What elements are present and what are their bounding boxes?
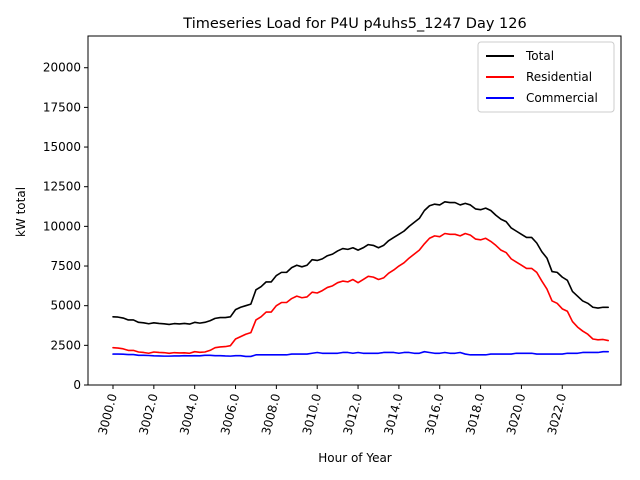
series-line-residential — [112, 232, 610, 355]
legend-label-total: Total — [525, 49, 554, 63]
x-axis-title: Hour of Year — [318, 451, 392, 465]
series-line-commercial — [112, 350, 610, 358]
legend-label-residential: Residential — [526, 70, 592, 84]
y-tick-label: 0 — [73, 378, 81, 392]
y-tick-label: 12500 — [43, 180, 81, 194]
y-tick-label: 20000 — [43, 61, 81, 75]
series-layer — [112, 200, 610, 358]
y-axis-title: kW total — [14, 187, 28, 237]
chart-title: Timeseries Load for P4U p4uhs5_1247 Day … — [182, 16, 526, 32]
plot-frame — [87, 35, 622, 386]
y-tick-label: 17500 — [43, 100, 81, 114]
legend-box — [477, 41, 615, 113]
y-tick-label: 15000 — [43, 140, 81, 154]
y-tick-label: 2500 — [50, 338, 81, 352]
y-tick-label: 7500 — [50, 259, 81, 273]
y-tick-label: 10000 — [43, 219, 81, 233]
y-tick-label: 5000 — [50, 299, 81, 313]
y-axis: 0 2500 5000 7500 10000 12500 15000 17500 20000 — [43, 61, 88, 392]
series-line-total — [112, 200, 610, 326]
legend: Total Residential Commercial — [477, 41, 615, 113]
legend-label-commercial: Commercial — [526, 91, 598, 105]
